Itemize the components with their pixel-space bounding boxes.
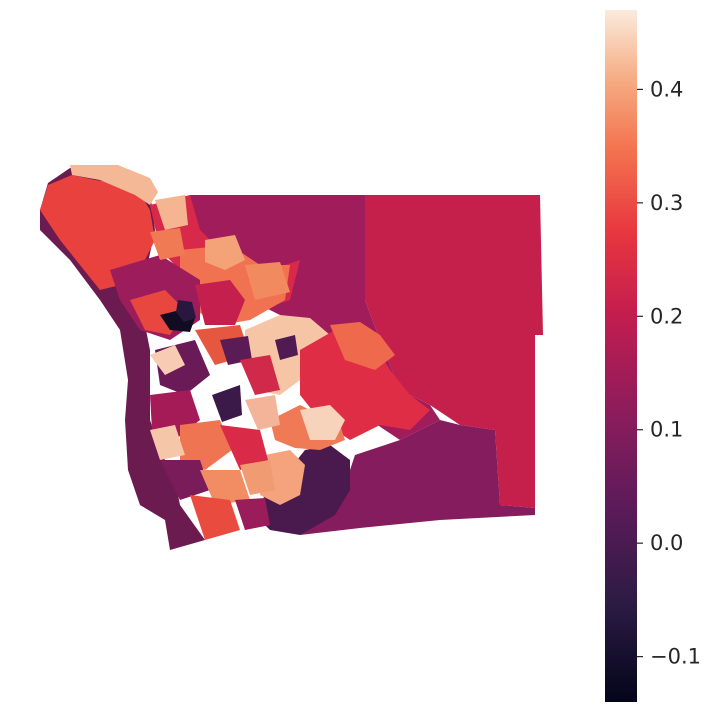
urban-tract <box>176 300 196 322</box>
colorbar: −0.1 0.0 0.1 0.2 0.3 0.4 <box>605 10 701 702</box>
urban-tract <box>245 262 290 300</box>
colorbar-tick-label: 0.2 <box>650 304 683 328</box>
urban-tract <box>235 498 270 530</box>
urban-tract <box>155 195 188 230</box>
colorbar-tick-label: 0.4 <box>650 77 683 101</box>
urban-tract <box>200 470 250 505</box>
urban-tracts <box>110 195 298 540</box>
colorbar-gradient <box>605 10 637 702</box>
urban-tract <box>190 495 240 540</box>
urban-tract <box>220 425 268 470</box>
urban-tract <box>150 345 185 375</box>
urban-tract <box>212 385 242 422</box>
urban-tract <box>195 280 245 325</box>
colorbar-tick-label: 0.3 <box>650 191 683 215</box>
region-north-coast <box>40 175 155 290</box>
urban-tract <box>240 355 280 395</box>
region-south-dark <box>255 445 350 535</box>
region-north-top <box>70 165 158 205</box>
urban-tract <box>245 395 280 430</box>
colorbar-tick-label: 0.1 <box>650 418 683 442</box>
county-map <box>40 165 543 550</box>
urban-tract <box>180 420 232 470</box>
urban-tract <box>160 460 210 500</box>
urban-tract <box>150 425 185 460</box>
colorbar-ticks: −0.1 0.0 0.1 0.2 0.3 0.4 <box>637 77 701 669</box>
urban-tract <box>150 228 185 260</box>
urban-tract <box>240 460 275 495</box>
urban-tract <box>275 335 298 360</box>
region-peach-southcentral <box>260 450 305 505</box>
colorbar-tick-label: 0.0 <box>650 531 683 555</box>
region-orange-east <box>330 322 395 370</box>
region-east-large <box>355 195 543 508</box>
urban-tract <box>220 336 252 365</box>
region-light-south <box>300 405 345 440</box>
urban-tract <box>205 235 245 270</box>
colorbar-tick-label: −0.1 <box>650 645 701 669</box>
region-southeast <box>300 420 535 535</box>
